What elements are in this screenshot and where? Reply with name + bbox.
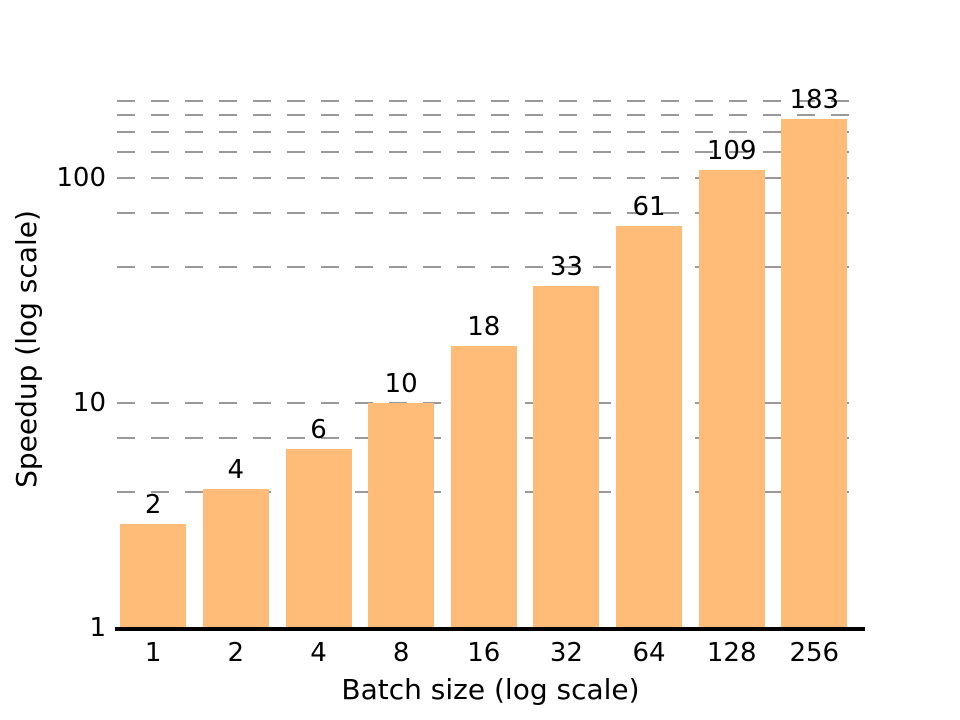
bar-batch-8 (368, 402, 435, 629)
y-tick-label: 100 (56, 163, 106, 193)
bar-batch-256 (781, 119, 848, 628)
bar-value-label: 33 (549, 252, 583, 283)
x-tick-label: 64 (632, 638, 666, 668)
x-tick-label: 2 (227, 638, 245, 668)
gridline-160 (117, 131, 864, 134)
x-axis-line (115, 627, 865, 631)
gridline-70 (117, 211, 864, 214)
x-tick-label: 32 (549, 638, 583, 668)
gridline-190 (117, 114, 864, 117)
x-tick-label: 4 (310, 638, 327, 668)
bar-value-label: 6 (310, 415, 327, 446)
y-tick-label: 10 (72, 387, 106, 418)
bar-value-label: 10 (384, 368, 418, 399)
bar-value-label: 2 (144, 489, 162, 520)
bar-value-label: 183 (789, 85, 840, 115)
bar-batch-16 (450, 345, 517, 628)
bar-batch-64 (616, 226, 682, 628)
gridline-220 (117, 100, 864, 102)
x-tick-label: 16 (467, 638, 501, 668)
bar-batch-1 (120, 523, 187, 628)
bar-value-label: 18 (467, 311, 501, 342)
bar-value-label: 109 (706, 135, 757, 166)
bar-batch-32 (533, 286, 600, 628)
y-axis-label: Speedup (log scale) (10, 210, 43, 488)
gridline-100 (117, 177, 864, 179)
gridline-130 (117, 151, 864, 154)
x-tick-label: 256 (789, 638, 840, 668)
bar-batch-4 (285, 449, 352, 628)
x-axis-label: Batch size (log scale) (341, 673, 640, 706)
x-tick-label: 1 (144, 638, 162, 668)
gridline-40 (117, 266, 864, 269)
bar-value-label: 4 (227, 454, 245, 485)
bar-batch-2 (202, 488, 269, 628)
bar-batch-128 (698, 169, 765, 628)
y-tick-label: 1 (89, 612, 106, 643)
x-tick-label: 8 (392, 638, 410, 668)
x-tick-label: 128 (706, 638, 757, 668)
bar-value-label: 61 (632, 192, 666, 223)
